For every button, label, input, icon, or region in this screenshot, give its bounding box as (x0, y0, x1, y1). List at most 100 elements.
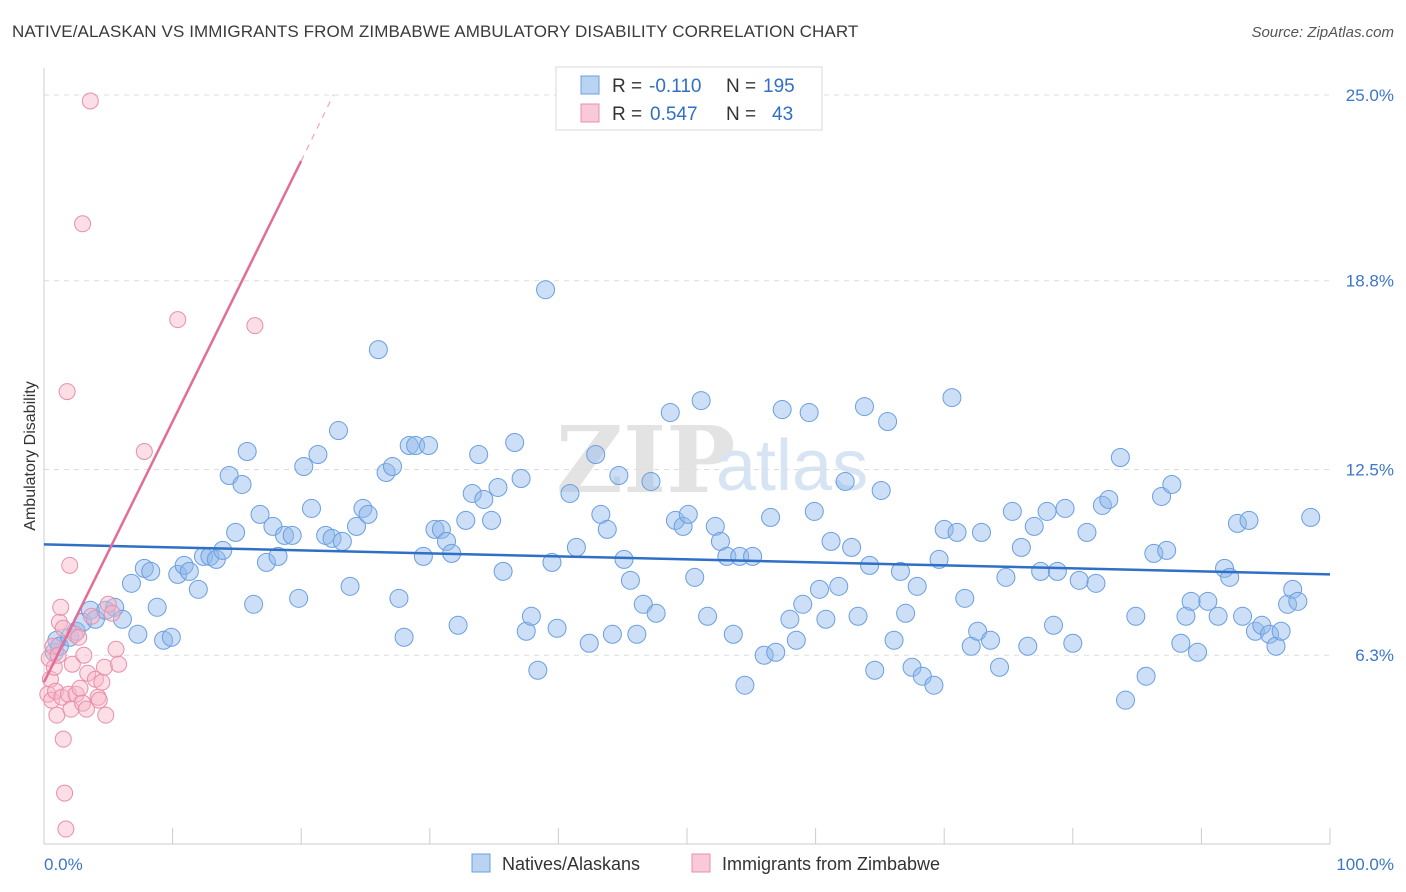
native-point-108 (766, 642, 786, 662)
native-point-111 (786, 630, 806, 650)
native-point-144 (996, 567, 1016, 587)
native-point-60 (437, 531, 457, 551)
native-point-126 (878, 412, 898, 432)
native-point-121 (848, 606, 868, 626)
native-point-81 (586, 445, 606, 465)
source-label: Source: ZipAtlas.com (1251, 24, 1394, 41)
native-point-113 (799, 403, 819, 423)
native-point-62 (448, 615, 468, 635)
native-point-16 (154, 630, 174, 650)
native-point-169 (1176, 606, 1196, 626)
native-point-76 (542, 552, 562, 572)
zimbabwe-point-10 (52, 598, 70, 616)
series-legend: Natives/Alaskans Immigrants from Zimbabw… (471, 853, 940, 874)
native-point-25 (213, 540, 233, 560)
native-point-58 (425, 519, 445, 539)
native-point-77 (547, 618, 567, 638)
native-point-185 (1283, 579, 1303, 599)
native-point-59 (431, 519, 451, 539)
stats-swatch-natives (580, 75, 600, 95)
native-point-14 (141, 561, 161, 581)
x-axis-ticks (43, 828, 1331, 844)
native-point-129 (896, 603, 916, 623)
native-point-56 (413, 546, 433, 566)
zimbabwe-point-7 (48, 706, 66, 724)
native-point-182 (1266, 636, 1286, 656)
native-point-127 (884, 630, 904, 650)
native-point-149 (1031, 561, 1051, 581)
native-point-46 (346, 516, 366, 536)
native-point-79 (566, 537, 586, 557)
native-point-92 (660, 403, 680, 423)
y-tick-label-0: 6.3% (1355, 646, 1394, 665)
native-point-95 (678, 504, 698, 524)
zimbabwe-point-14 (57, 820, 75, 838)
native-point-90 (641, 471, 661, 491)
native-point-164 (1144, 543, 1164, 563)
native-point-145 (1002, 501, 1022, 521)
native-point-73 (521, 606, 541, 626)
zimbabwe-point-38 (110, 655, 128, 673)
zimbabwe-point-19 (63, 655, 81, 673)
zimbabwe-point-31 (90, 691, 108, 709)
native-point-171 (1188, 642, 1208, 662)
native-point-85 (609, 465, 629, 485)
stats-r-label-natives: R = (612, 76, 642, 97)
y-tick-label-3: 25.0% (1346, 86, 1394, 105)
native-point-72 (516, 621, 536, 641)
zimbabwe-point-41 (246, 317, 264, 335)
native-point-70 (505, 433, 525, 453)
native-point-186 (1288, 591, 1308, 611)
zimbabwe-point-39 (135, 443, 153, 461)
legend-swatch-zimbabwe (691, 853, 711, 873)
native-point-123 (860, 555, 880, 575)
zimbabwe-point-17 (61, 556, 79, 574)
native-point-154 (1063, 633, 1083, 653)
native-point-116 (816, 609, 836, 629)
y-tick-labels: 6.3% 12.5% 18.8% 25.0% (1346, 86, 1394, 665)
native-point-88 (627, 624, 647, 644)
native-point-112 (793, 594, 813, 614)
native-point-157 (1086, 573, 1106, 593)
native-point-27 (226, 522, 246, 542)
native-point-48 (358, 504, 378, 524)
native-point-37 (289, 588, 309, 608)
native-point-32 (256, 552, 276, 572)
zimbabwe-trend-line (42, 160, 303, 683)
native-point-146 (1011, 537, 1031, 557)
native-point-38 (294, 456, 314, 476)
native-point-151 (1044, 615, 1064, 635)
native-point-75 (536, 280, 556, 300)
trend-lines (42, 94, 1331, 683)
native-point-83 (597, 519, 617, 539)
native-point-155 (1069, 570, 1089, 590)
zimbabwe-point-36 (103, 604, 121, 622)
zimbabwe-point-15 (58, 383, 76, 401)
stats-n-label-zimbabwe: N = (726, 104, 756, 125)
native-point-36 (282, 525, 302, 545)
native-point-74 (528, 660, 548, 680)
native-point-167 (1162, 474, 1182, 494)
native-point-162 (1126, 606, 1146, 626)
zimbabwe-point-26 (77, 700, 95, 718)
native-point-35 (274, 525, 294, 545)
zimbabwe-point-6 (47, 682, 65, 700)
zimbabwe-point-28 (83, 607, 101, 625)
native-point-138 (955, 588, 975, 608)
native-point-66 (474, 489, 494, 509)
native-point-161 (1116, 690, 1136, 710)
native-point-106 (754, 645, 774, 665)
native-point-168 (1171, 633, 1191, 653)
native-point-68 (488, 477, 508, 497)
zimbabwe-point-37 (107, 640, 125, 658)
native-point-40 (308, 445, 328, 465)
stats-r-value-zimbabwe: 0.547 (650, 104, 698, 125)
native-point-153 (1055, 498, 1075, 518)
native-point-86 (614, 549, 634, 569)
stats-swatch-zimbabwe (580, 103, 600, 123)
y-axis-title: Ambulatory Disability (22, 381, 39, 530)
native-point-183 (1271, 621, 1291, 641)
watermark: ZIP atlas (556, 406, 868, 514)
stats-r-label-zimbabwe: R = (612, 104, 642, 125)
zimbabwe-point-32 (93, 673, 111, 691)
